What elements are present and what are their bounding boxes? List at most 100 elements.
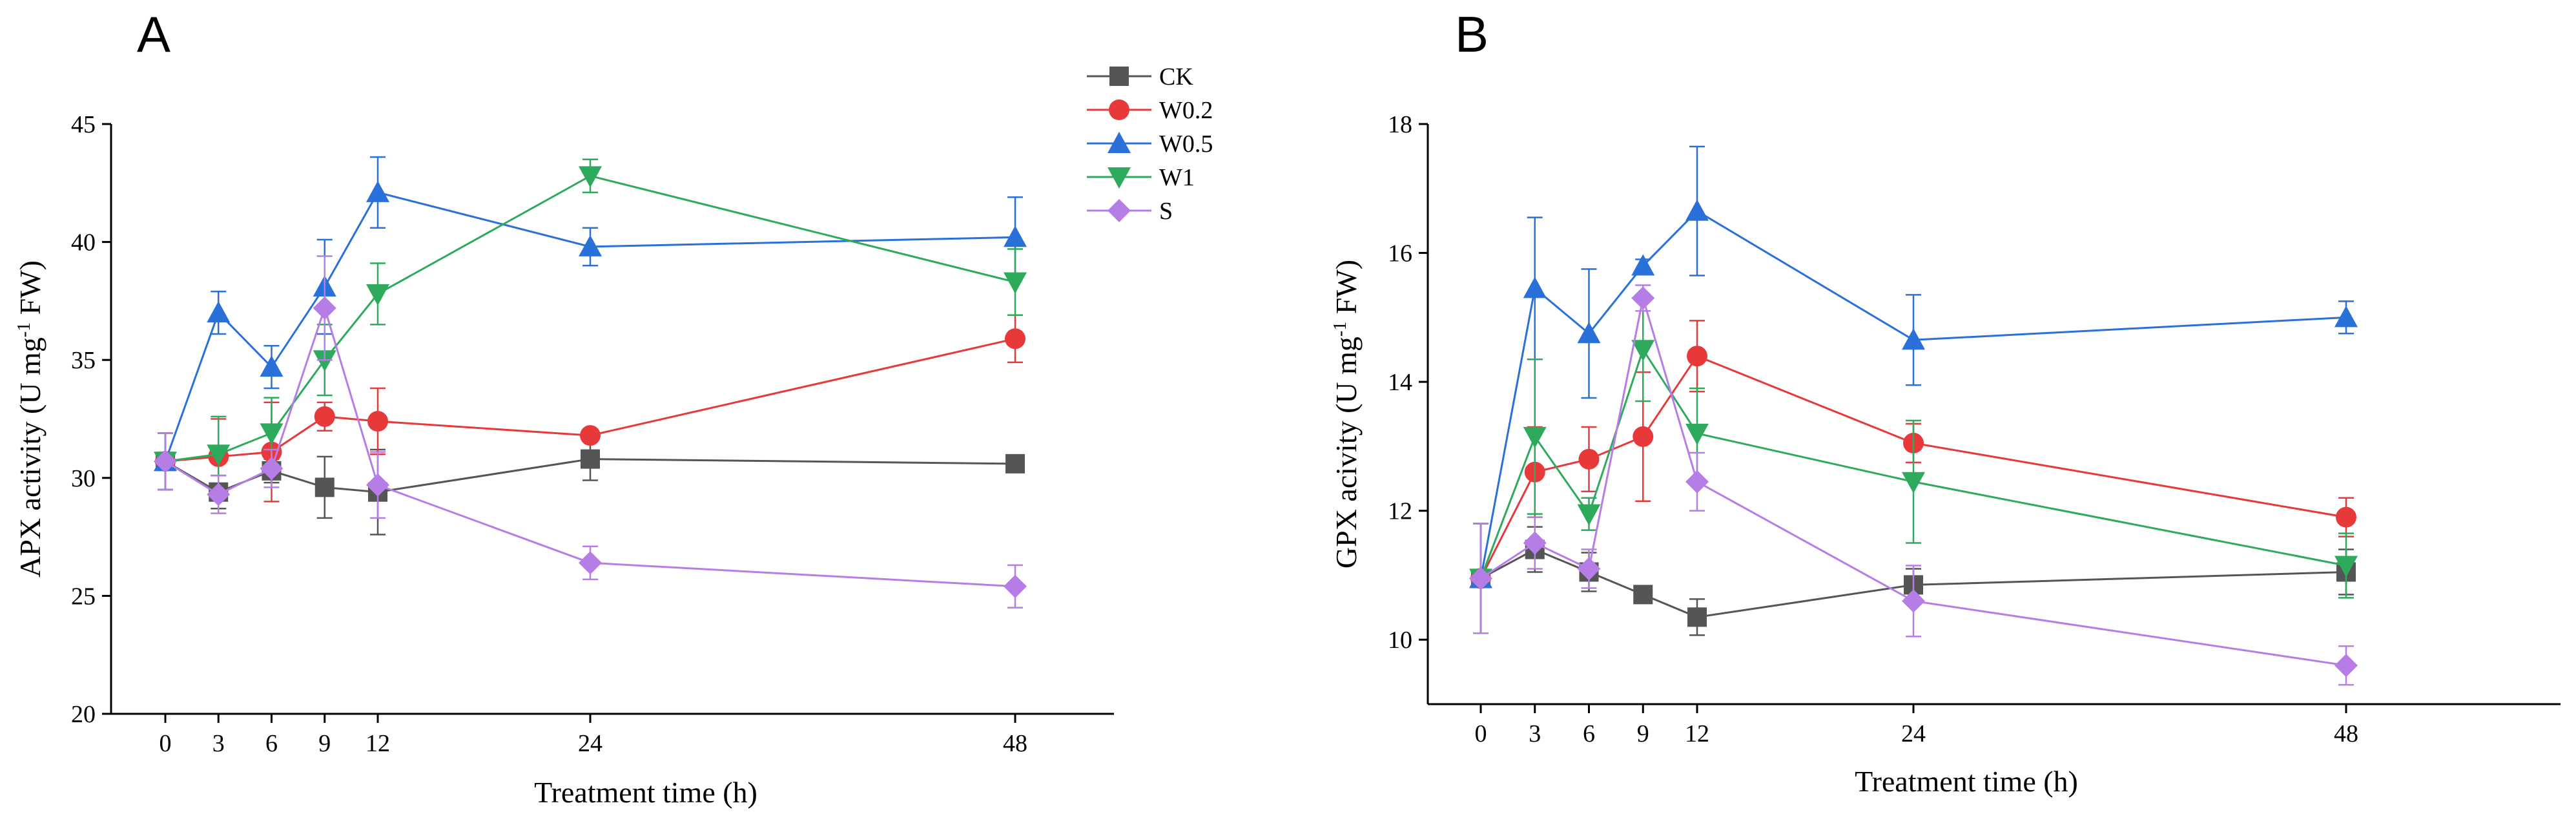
panel-a-series-w02-point — [367, 411, 388, 432]
panel-a-y-tick-label: 20 — [71, 701, 96, 728]
panel-a-series-w05-point — [1004, 225, 1027, 247]
panel-a-y-tick-label: 35 — [71, 347, 96, 374]
panel-b-series-ck-point — [1687, 607, 1707, 627]
legend-marker — [1108, 132, 1131, 153]
panel-a-series-w02-point — [1005, 328, 1025, 349]
panel-b-series-w05-point — [1902, 328, 1925, 350]
legend-marker — [1109, 99, 1129, 120]
panel-a-series-w02-point — [580, 425, 601, 446]
legend-label: W1 — [1159, 164, 1195, 191]
panel-b-series-w05-point — [1577, 322, 1601, 344]
panel-a-series-w05-point — [260, 355, 283, 377]
panel-b-series-w1-point — [1523, 426, 1547, 448]
panel-b-series-w05-point — [1523, 276, 1547, 298]
panel-a-series-ck-point — [581, 449, 600, 469]
panel-a-series-s-point — [1004, 574, 1027, 598]
legend-marker — [1109, 67, 1129, 86]
panel-a-series-w1-point — [313, 350, 336, 372]
legend: CK W0.2 W0.5 W1 S — [1087, 63, 1213, 225]
panel-a-series-w02-point — [314, 406, 335, 427]
panel-b-series-w02-point — [1687, 346, 1707, 367]
panel-a-series-ck — [156, 432, 1025, 536]
panel-a-series-w1-point — [579, 166, 602, 188]
panel-b-x-tick-label: 3 — [1529, 720, 1541, 747]
panel-a-chart: A 20 25 30 35 40 45 0 3 6 9 12 24 48 Treatment time (… — [14, 6, 1114, 809]
panel-b-series-s — [1469, 284, 2358, 686]
legend-label: S — [1159, 198, 1173, 225]
panel-b-series-w02-point — [1578, 448, 1600, 470]
panel-b-series-w1-point — [1902, 472, 1925, 494]
legend-item-w02: W0.2 — [1087, 97, 1213, 124]
panel-a-series-w1-point — [260, 423, 283, 445]
panel-b-x-axis-title: Treatment time (h) — [1855, 765, 2078, 798]
panel-a-series-s-point — [207, 483, 231, 506]
panel-b-x-tick-label: 24 — [1901, 720, 1926, 747]
panel-b-series-ck-point — [1633, 585, 1653, 605]
panel-a-x-tick-label: 0 — [160, 730, 172, 757]
panel-a-series-ck-point — [314, 477, 335, 497]
legend-marker — [1108, 167, 1131, 189]
panel-b-x-tick-label: 48 — [2334, 720, 2358, 747]
panel-a-series-w05-point — [579, 234, 602, 256]
panel-a-series-w05-point — [207, 301, 231, 323]
panel-a-x-tick-label: 12 — [366, 730, 390, 757]
legend-label: W0.2 — [1159, 97, 1213, 124]
legend-label: CK — [1159, 63, 1193, 90]
panel-b-series-w1-point — [2334, 556, 2358, 578]
panel-b-y-tick-label: 16 — [1388, 240, 1412, 267]
panel-b-series-s-point — [2334, 654, 2358, 678]
panel-a-x-tick-label: 6 — [265, 730, 278, 757]
panel-b-series-s-point — [1902, 589, 1925, 613]
panel-b-series-w02-point — [1633, 426, 1654, 447]
panel-b-series-w1-point — [1631, 340, 1655, 362]
panel-a-y-tick-label: 25 — [71, 583, 96, 610]
panel-a-series-s-point — [260, 457, 283, 481]
panel-a-series-w1-point — [1004, 272, 1027, 294]
panel-a-y-axis-title: APX activity (U mg-1 FW) — [14, 260, 46, 578]
panel-b-series-w05-point — [1631, 254, 1655, 276]
panel-a-x-tick-label: 24 — [578, 730, 603, 757]
panel-b-series-s-point — [1523, 531, 1547, 555]
panel-a-series-ck-point — [1005, 453, 1025, 474]
panel-b-series-s-point — [1577, 557, 1601, 581]
panel-b-letter: B — [1455, 6, 1489, 63]
panel-a-y-tick-label: 45 — [71, 111, 96, 138]
panel-b-series-w05-point — [2334, 306, 2358, 328]
legend-marker — [1108, 199, 1131, 222]
legend-label: W0.5 — [1159, 130, 1213, 158]
panel-b-x-tick-label: 0 — [1475, 720, 1487, 747]
panel-b-y-tick-label: 18 — [1388, 111, 1412, 138]
panel-a-series-w1-line — [165, 174, 1016, 463]
panel-a-series-s-point — [579, 551, 602, 575]
legend-item-ck: CK — [1087, 63, 1193, 90]
legend-item-w1: W1 — [1087, 164, 1195, 191]
panel-b-series-s-point — [1469, 567, 1492, 590]
panel-a-series-w1-point — [207, 444, 231, 466]
panel-b-series-w05 — [1469, 145, 2358, 634]
panel-a-series-s — [154, 255, 1027, 609]
panel-a-series-s-point — [313, 296, 336, 320]
panel-b-y-tick-label: 12 — [1388, 498, 1412, 525]
panel-a-series-s-point — [366, 473, 389, 497]
panel-a-x-axis-title: Treatment time (h) — [534, 776, 757, 809]
panel-b-series-s-point — [1631, 286, 1655, 310]
panel-a-series-w05-point — [366, 180, 389, 202]
legend-item-s: S — [1087, 198, 1173, 225]
panel-a-series-w1-point — [366, 284, 389, 306]
panel-b-y-tick-label: 10 — [1388, 627, 1412, 654]
panel-b-series-s-point — [1685, 470, 1709, 494]
panel-b-series-w1-point — [1577, 504, 1601, 526]
panel-b-series-w1-point — [1685, 423, 1709, 445]
panel-a-x-tick-label: 3 — [212, 730, 225, 757]
panel-b-x-tick-label: 9 — [1637, 720, 1649, 747]
panel-a-x-tick-label: 48 — [1003, 730, 1027, 757]
panel-b-y-axis-title: GPX acivity (U mg-1 FW) — [1330, 260, 1363, 568]
panel-b-series-w05-point — [1685, 199, 1709, 221]
panel-a-series-s-point — [154, 450, 177, 474]
panel-a-x-tick-label: 9 — [318, 730, 331, 757]
panel-a-y-tick-label: 30 — [71, 465, 96, 492]
panel-b-chart: B 10 12 14 16 18 0 3 6 9 12 24 48 Treatment time (h)… — [1330, 6, 2561, 798]
panel-b-series-w02-point — [2336, 506, 2356, 528]
legend-item-w05: W0.5 — [1087, 130, 1213, 158]
